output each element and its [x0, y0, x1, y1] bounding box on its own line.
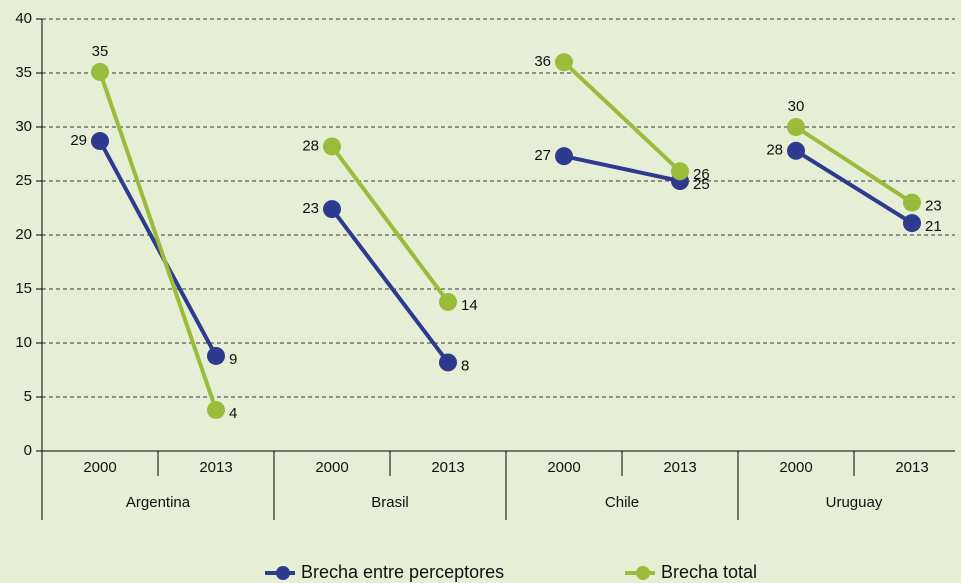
- data-label: 30: [788, 98, 805, 115]
- data-label: 23: [302, 200, 319, 217]
- series-line: [794, 125, 914, 205]
- data-point: [207, 346, 225, 365]
- x-tick-label: 2013: [431, 459, 464, 476]
- x-tick-label: 2013: [663, 459, 696, 476]
- y-tick-label: 20: [15, 226, 32, 243]
- legend-marker: [276, 566, 290, 580]
- group-label: Argentina: [126, 494, 191, 511]
- series-line: [794, 149, 914, 225]
- x-tick-label: 2000: [315, 459, 348, 476]
- data-label: 25: [693, 176, 710, 193]
- legend-label: Brecha entre perceptores: [301, 562, 504, 582]
- data-label: 8: [461, 357, 469, 374]
- y-tick-label: 5: [24, 388, 32, 405]
- data-label: 29: [70, 132, 87, 149]
- legend-label: Brecha total: [661, 562, 757, 582]
- y-tick-label: 10: [15, 334, 32, 351]
- data-point: [439, 353, 457, 372]
- y-tick-label: 15: [15, 280, 32, 297]
- x-tick-label: 2013: [199, 459, 232, 476]
- y-tick-label: 35: [15, 64, 32, 81]
- data-label: 28: [302, 137, 319, 154]
- group-label: Brasil: [371, 494, 409, 511]
- x-tick-label: 2013: [895, 459, 928, 476]
- series-line: [330, 207, 450, 364]
- group-label: Uruguay: [826, 494, 883, 511]
- x-tick-label: 2000: [83, 459, 116, 476]
- data-label: 9: [229, 351, 237, 368]
- y-tick-label: 40: [15, 10, 32, 27]
- data-label: 21: [925, 218, 942, 235]
- data-point: [903, 193, 921, 212]
- data-label: 35: [92, 43, 109, 60]
- series-line: [98, 140, 218, 357]
- data-point: [671, 162, 689, 181]
- y-tick-label: 25: [15, 172, 32, 189]
- y-tick-label: 30: [15, 118, 32, 135]
- series-line: [563, 154, 681, 183]
- data-point: [787, 141, 805, 160]
- data-label: 36: [534, 53, 551, 70]
- x-tick-label: 2000: [779, 459, 812, 476]
- data-label: 27: [534, 147, 551, 164]
- series-line: [330, 145, 450, 304]
- data-label: 26: [693, 166, 710, 183]
- data-point: [555, 53, 573, 72]
- data-label: 28: [766, 142, 783, 159]
- data-label: 4: [229, 405, 237, 422]
- y-tick-label: 0: [24, 442, 32, 459]
- data-point: [207, 400, 225, 419]
- data-point: [323, 200, 341, 219]
- data-point: [323, 137, 341, 156]
- legend-marker: [636, 566, 650, 580]
- data-label: 14: [461, 297, 478, 314]
- data-point: [91, 132, 109, 151]
- series-line: [98, 71, 218, 411]
- data-point: [439, 292, 457, 311]
- data-point: [903, 214, 921, 233]
- data-point: [91, 62, 109, 81]
- x-tick-label: 2000: [547, 459, 580, 476]
- group-label: Chile: [605, 494, 639, 511]
- series-line: [562, 60, 682, 173]
- data-point: [555, 147, 573, 166]
- data-label: 23: [925, 198, 942, 215]
- data-point: [787, 118, 805, 136]
